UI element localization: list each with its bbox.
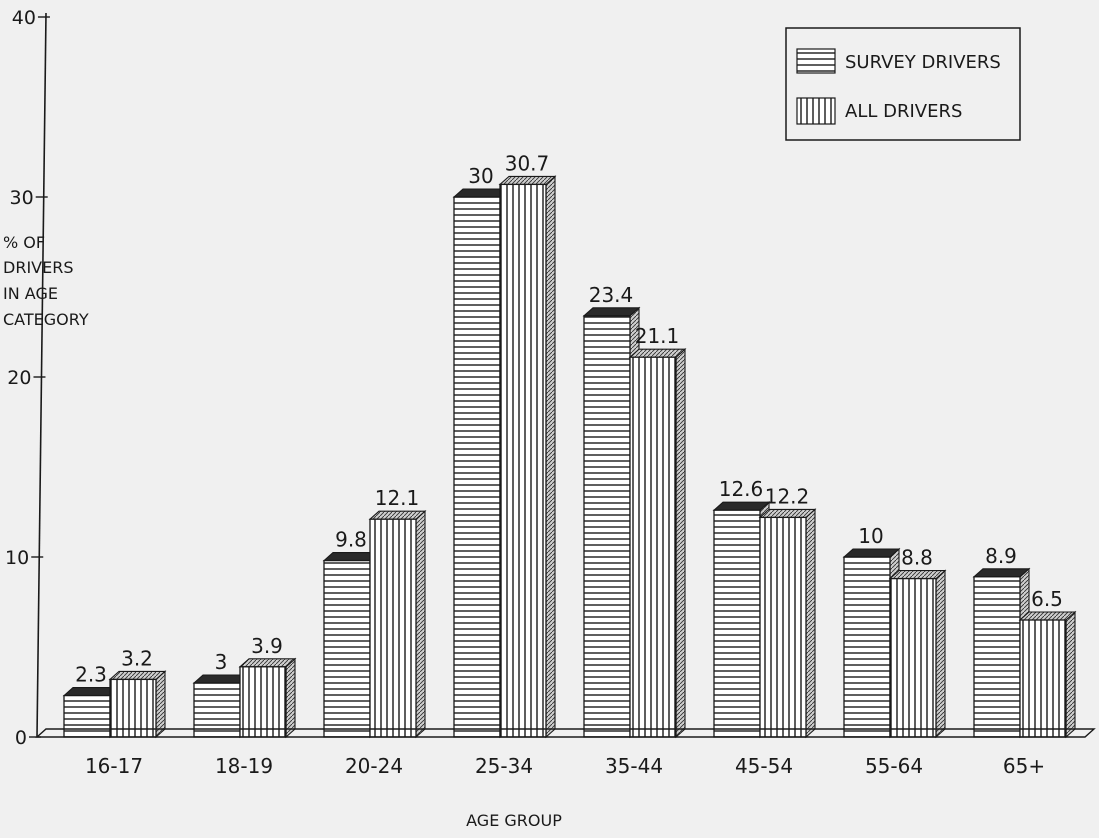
bar-survey-drivers-35-44-top bbox=[582, 307, 641, 317]
bar-all-drivers-16-17-side bbox=[155, 670, 166, 739]
y-tick-label: 10 bbox=[5, 547, 29, 569]
category-label-65: 65+ bbox=[1003, 754, 1045, 778]
bar-all-drivers-20-24-top bbox=[368, 510, 427, 520]
legend-label-survey-drivers: SURVEY DRIVERS bbox=[845, 52, 1001, 73]
value-label-all-drivers-20-24: 12.1 bbox=[375, 486, 420, 510]
bar-all-drivers-35-44 bbox=[629, 356, 677, 738]
bar-all-drivers-45-54-side bbox=[805, 508, 816, 739]
bar-all-drivers-65-top bbox=[1018, 611, 1077, 621]
legend-label-all-drivers: ALL DRIVERS bbox=[845, 101, 962, 122]
value-label-survey-drivers-65: 8.9 bbox=[985, 544, 1017, 568]
value-label-all-drivers-45-54: 12.2 bbox=[765, 484, 810, 508]
legend-swatch-all-drivers bbox=[796, 97, 836, 125]
value-label-survey-drivers-20-24: 9.8 bbox=[335, 528, 367, 552]
bar-all-drivers-20-24-side bbox=[415, 509, 426, 739]
value-label-survey-drivers-45-54: 12.6 bbox=[719, 477, 764, 501]
bar-survey-drivers-16-17 bbox=[63, 694, 111, 738]
category-labels-layer: 16-17 18-19 20-24 25-34 35-44 45-54 55-64 65+ bbox=[85, 754, 1045, 778]
bar-all-drivers-55-64-top bbox=[888, 570, 947, 580]
category-label-20-24: 20-24 bbox=[345, 754, 403, 778]
value-label-all-drivers-18-19: 3.9 bbox=[251, 634, 283, 658]
value-label-all-drivers-35-44: 21.1 bbox=[635, 324, 680, 348]
value-label-survey-drivers-35-44: 23.4 bbox=[589, 283, 634, 307]
bar-survey-drivers-35-44 bbox=[583, 315, 631, 738]
bar-all-drivers-35-44-side bbox=[675, 347, 686, 739]
y-tick-label: 0 bbox=[15, 727, 27, 749]
y-tick-label: 40 bbox=[12, 7, 36, 29]
bar-all-drivers-25-34-side bbox=[545, 175, 556, 739]
bar-survey-drivers-55-64 bbox=[843, 556, 891, 738]
bar-all-drivers-25-34-top bbox=[498, 175, 557, 185]
bar-survey-drivers-25-34 bbox=[453, 196, 501, 738]
bar-all-drivers-16-17 bbox=[109, 678, 157, 738]
legend-swatch-survey-drivers bbox=[796, 48, 836, 74]
y-axis-title-line-2: DRIVERS bbox=[3, 258, 73, 277]
bar-all-drivers-65 bbox=[1019, 619, 1067, 738]
value-label-all-drivers-55-64: 8.8 bbox=[901, 546, 933, 570]
bar-all-drivers-18-19-top bbox=[238, 658, 297, 668]
legend: SURVEY DRIVERS ALL DRIVERS bbox=[785, 27, 1021, 141]
bar-survey-drivers-65 bbox=[973, 576, 1021, 738]
y-axis-title: % OF DRIVERS IN AGE CATEGORY bbox=[3, 233, 89, 329]
value-label-all-drivers-16-17: 3.2 bbox=[121, 646, 153, 670]
value-label-all-drivers-25-34: 30.7 bbox=[505, 151, 550, 175]
category-label-45-54: 45-54 bbox=[735, 754, 793, 778]
category-label-16-17: 16-17 bbox=[85, 754, 143, 778]
bar-all-drivers-45-54-top bbox=[758, 508, 817, 518]
bar-all-drivers-18-19-side bbox=[285, 657, 296, 739]
y-axis-title-line-4: CATEGORY bbox=[3, 310, 89, 329]
y-tick-label: 20 bbox=[7, 367, 31, 389]
category-label-18-19: 18-19 bbox=[215, 754, 273, 778]
bar-all-drivers-35-44-top bbox=[628, 348, 687, 358]
axes-layer: 0 10 20 30 40 bbox=[5, 7, 1096, 749]
value-label-survey-drivers-25-34: 30 bbox=[468, 164, 493, 188]
value-labels-layer: 2.3 3.2 3 3.9 9.8 12.1 30 30.7 23.421.1 12.6 12.2 1… bbox=[75, 151, 1063, 686]
y-axis-line bbox=[36, 12, 47, 738]
bar-all-drivers-55-64-side bbox=[935, 569, 946, 739]
y-tick-label: 30 bbox=[10, 187, 34, 209]
category-label-35-44: 35-44 bbox=[605, 754, 663, 778]
bar-survey-drivers-45-54 bbox=[713, 509, 761, 738]
x-axis-title: AGE GROUP bbox=[466, 811, 562, 830]
value-label-all-drivers-65: 6.5 bbox=[1031, 587, 1063, 611]
bar-all-drivers-55-64 bbox=[889, 577, 937, 738]
bar-survey-drivers-20-24 bbox=[323, 559, 371, 738]
value-label-survey-drivers-18-19: 3 bbox=[215, 650, 228, 674]
value-label-survey-drivers-16-17: 2.3 bbox=[75, 663, 107, 687]
category-label-55-64: 55-64 bbox=[865, 754, 923, 778]
bar-survey-drivers-65-top bbox=[972, 568, 1031, 578]
bar-survey-drivers-55-64-top bbox=[842, 548, 901, 558]
bar-all-drivers-45-54 bbox=[759, 516, 807, 738]
bar-all-drivers-20-24 bbox=[369, 518, 417, 738]
x-axis-floor bbox=[35, 728, 1096, 738]
value-label-survey-drivers-55-64: 10 bbox=[858, 524, 883, 548]
bars-layer bbox=[62, 175, 1077, 739]
bar-all-drivers-65-side bbox=[1065, 610, 1076, 739]
y-axis-title-line-1: % OF bbox=[3, 233, 45, 252]
bar-survey-drivers-45-54-top bbox=[712, 501, 771, 511]
category-label-25-34: 25-34 bbox=[475, 754, 533, 778]
bar-all-drivers-18-19 bbox=[239, 666, 287, 738]
bar-all-drivers-25-34 bbox=[499, 183, 547, 738]
y-axis-title-line-3: IN AGE bbox=[3, 284, 58, 303]
bar-all-drivers-16-17-top bbox=[108, 670, 167, 680]
legend-box bbox=[785, 27, 1021, 141]
